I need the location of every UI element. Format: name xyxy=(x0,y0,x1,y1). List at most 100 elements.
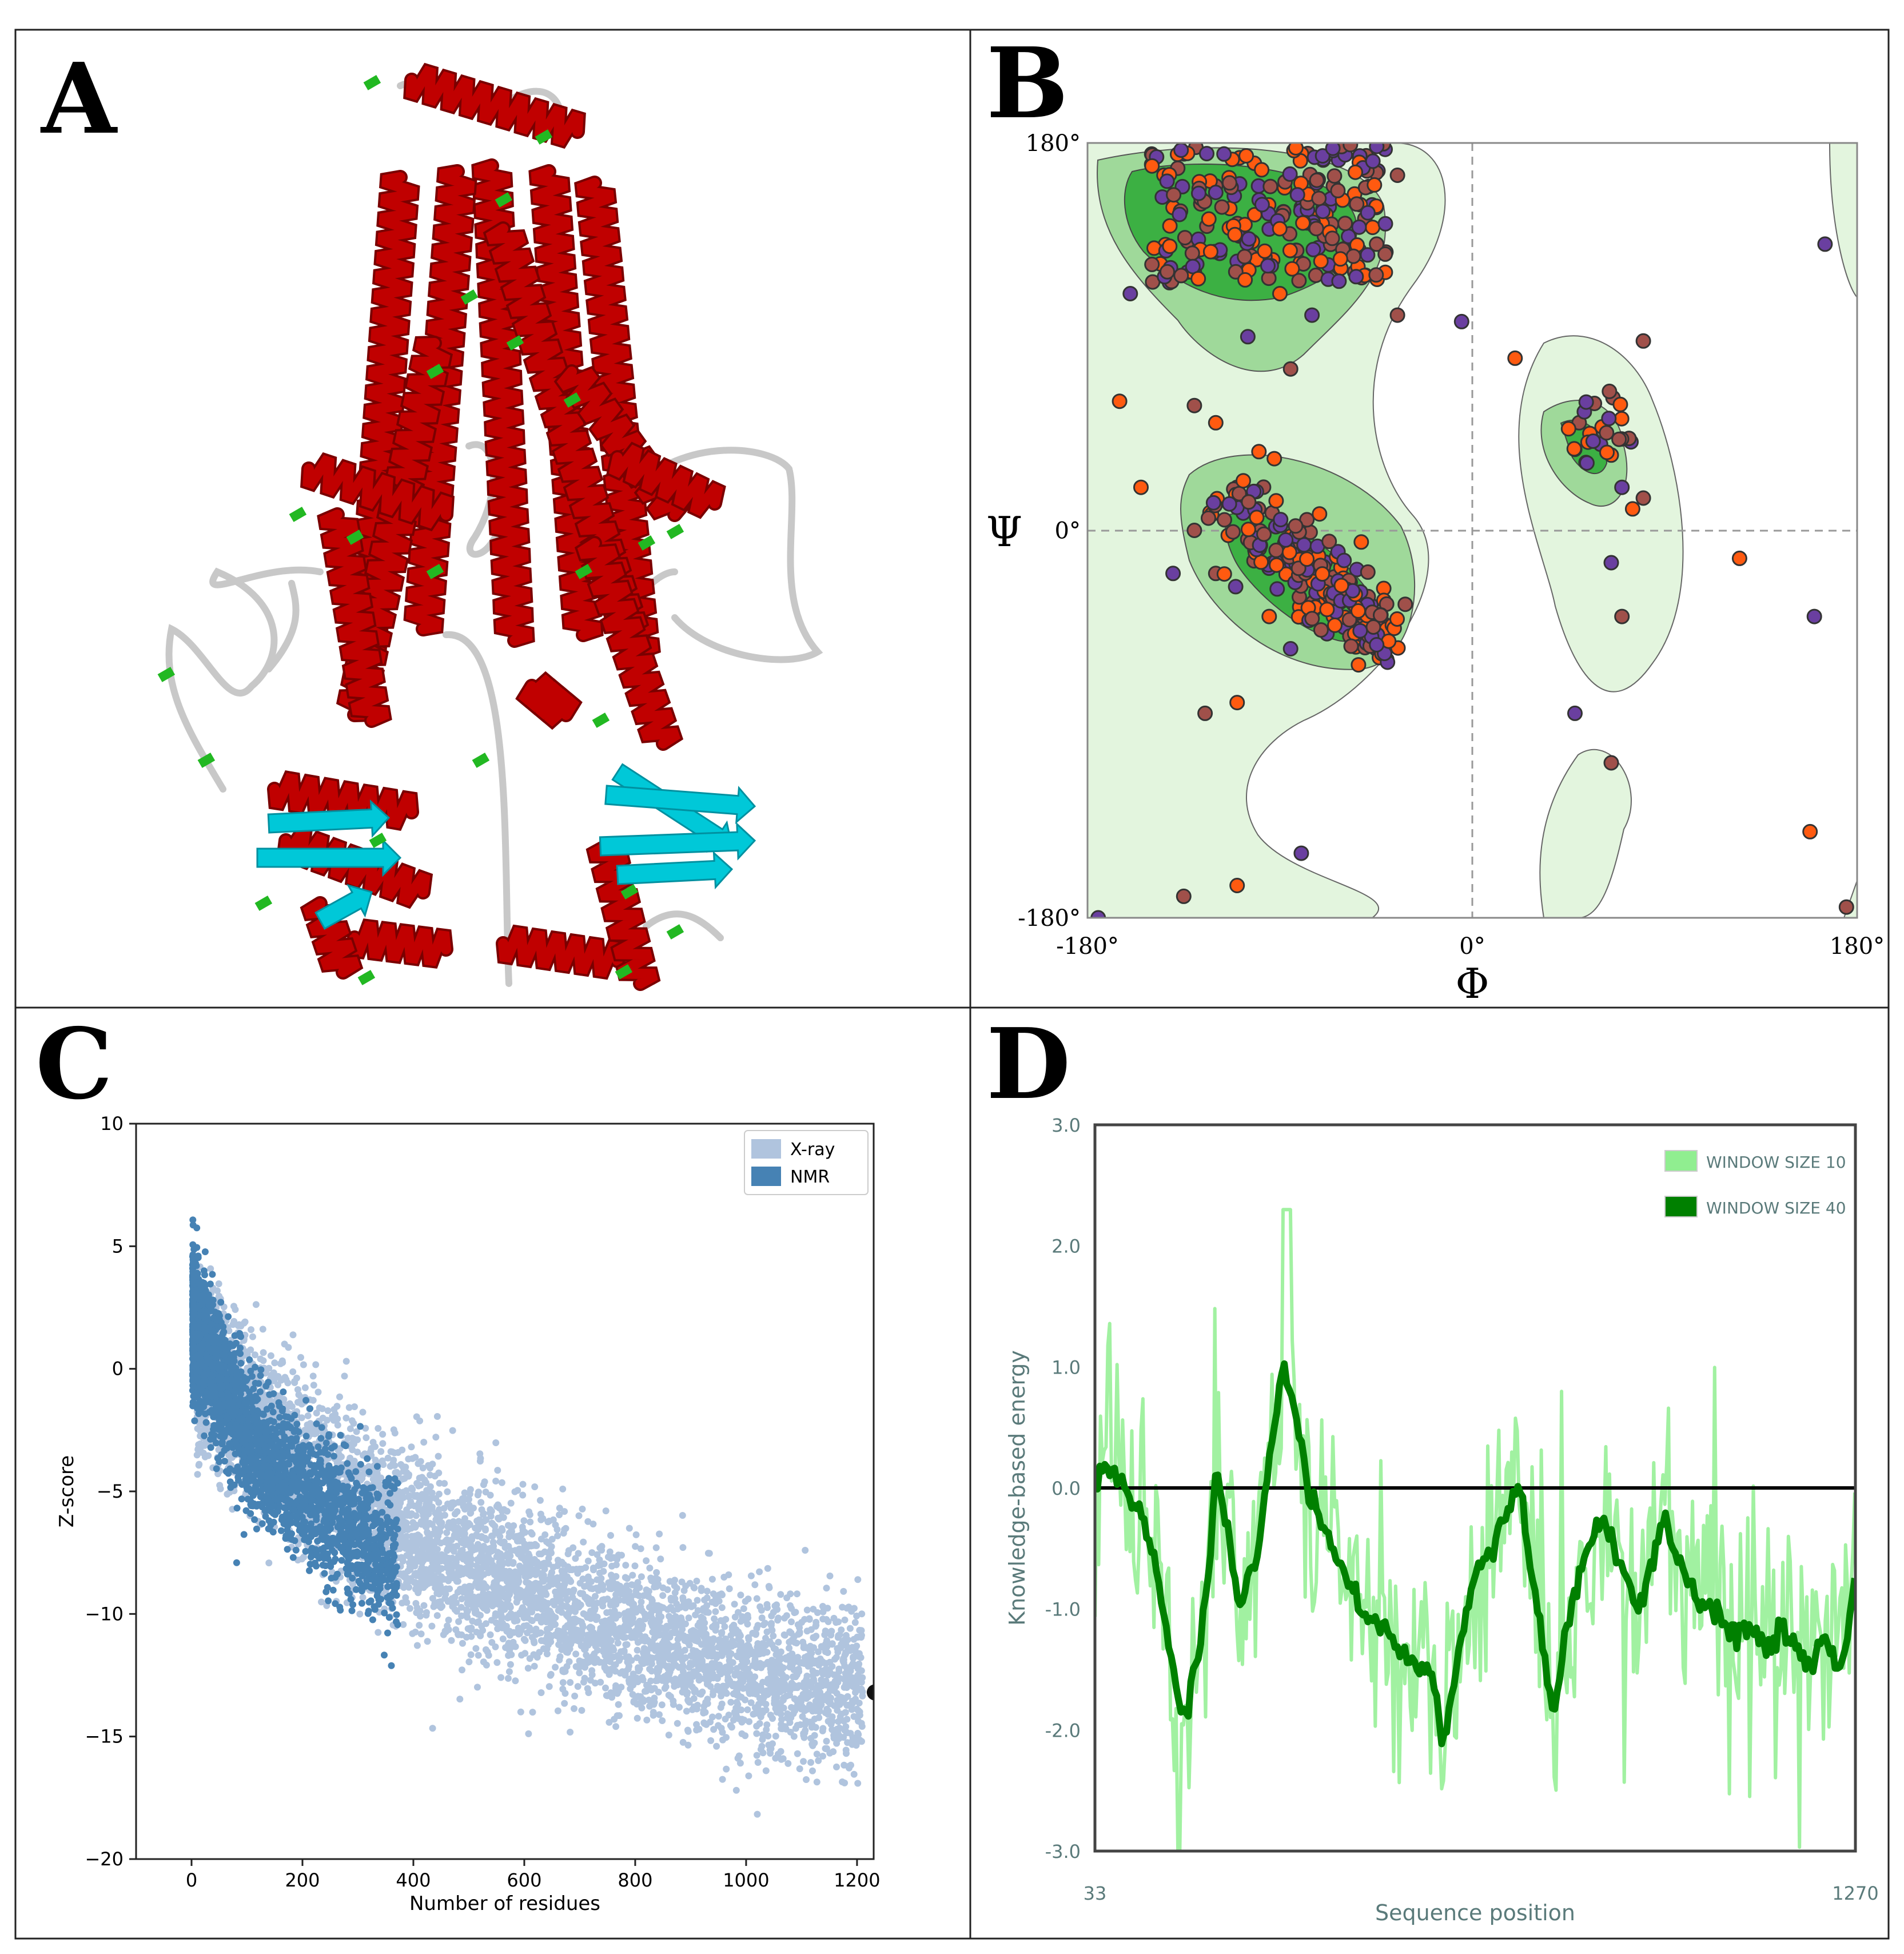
xray-point xyxy=(712,1626,719,1634)
xray-point xyxy=(525,1730,532,1737)
xray-point xyxy=(795,1682,803,1689)
xray-point xyxy=(679,1512,686,1519)
xray-point xyxy=(543,1650,551,1658)
xray-point xyxy=(351,1436,359,1443)
panel-letter-c: C xyxy=(35,1007,113,1121)
rama-point xyxy=(1236,473,1251,489)
rama-y-tick: 0° xyxy=(1055,518,1081,544)
xray-point xyxy=(480,1571,488,1578)
xray-point xyxy=(445,1577,452,1585)
xray-point xyxy=(768,1641,776,1649)
xray-point xyxy=(661,1685,668,1692)
rama-point xyxy=(1273,512,1289,528)
xray-point xyxy=(234,1322,242,1330)
alpha-helix xyxy=(585,839,661,991)
xray-point xyxy=(493,1659,501,1666)
xray-point xyxy=(756,1568,763,1575)
xray-point xyxy=(545,1576,552,1583)
turn-segment xyxy=(460,289,479,305)
xray-point xyxy=(588,1549,596,1557)
xray-point xyxy=(853,1612,861,1619)
xray-point xyxy=(702,1709,709,1716)
xray-point xyxy=(823,1616,830,1623)
xray-point xyxy=(496,1622,503,1630)
xray-point xyxy=(674,1720,681,1727)
xray-point xyxy=(666,1622,674,1630)
xray-point xyxy=(850,1655,857,1662)
xray-point xyxy=(794,1590,800,1598)
rama-point xyxy=(1802,823,1818,839)
turn-segment xyxy=(575,564,593,579)
xray-point xyxy=(707,1737,715,1744)
xray-point xyxy=(711,1621,718,1629)
rama-point xyxy=(1221,175,1237,191)
xray-point xyxy=(835,1668,843,1676)
xray-point xyxy=(735,1609,742,1616)
xray-point xyxy=(531,1556,538,1563)
rama-point xyxy=(1282,242,1298,258)
xray-point xyxy=(563,1595,570,1602)
xray-point xyxy=(524,1629,531,1637)
xray-point xyxy=(794,1722,801,1729)
xray-point xyxy=(665,1732,672,1739)
xray-point xyxy=(850,1770,858,1778)
xray-point xyxy=(682,1603,690,1611)
rama-point xyxy=(1614,411,1630,427)
xray-point xyxy=(556,1653,564,1660)
xray-point xyxy=(585,1658,593,1666)
xray-point xyxy=(708,1575,716,1583)
xray-point xyxy=(548,1535,556,1543)
xray-point xyxy=(609,1690,616,1697)
xray-point xyxy=(537,1550,545,1558)
xray-point xyxy=(375,1629,382,1636)
rama-point xyxy=(1217,512,1232,528)
xray-point xyxy=(810,1606,817,1613)
xray-point xyxy=(363,1434,370,1442)
rama-point xyxy=(1225,524,1241,540)
xray-point xyxy=(468,1633,475,1640)
xray-point xyxy=(690,1602,697,1609)
xray-point xyxy=(567,1679,574,1686)
xray-point xyxy=(424,1638,431,1645)
rama-point xyxy=(1333,578,1349,594)
xray-point xyxy=(659,1584,667,1591)
xray-point xyxy=(553,1578,561,1585)
xray-point xyxy=(308,1424,316,1432)
beta-strand xyxy=(616,850,734,890)
xray-point xyxy=(467,1651,475,1658)
rama-point xyxy=(1160,264,1175,280)
turn-segment xyxy=(426,364,444,379)
xray-point xyxy=(643,1557,650,1565)
xray-point xyxy=(525,1508,533,1515)
rama-point xyxy=(1560,421,1576,437)
rama-point xyxy=(1377,246,1393,262)
turn-segment xyxy=(254,896,273,911)
xray-point xyxy=(289,1368,297,1375)
xray-point xyxy=(474,1601,481,1608)
alpha-helix xyxy=(317,507,392,728)
xray-point xyxy=(788,1618,795,1626)
xray-point xyxy=(777,1748,784,1755)
rama-point xyxy=(1261,608,1277,624)
xray-point xyxy=(853,1642,861,1650)
alpha-helix xyxy=(300,452,455,532)
rama-point xyxy=(1331,273,1347,289)
rama-point xyxy=(1240,329,1256,345)
xray-point xyxy=(799,1713,806,1720)
xray-point xyxy=(438,1573,445,1581)
xray-point xyxy=(763,1628,771,1635)
xray-point xyxy=(516,1562,523,1570)
rama-point xyxy=(1601,411,1617,427)
xray-point xyxy=(494,1467,501,1474)
rama-point xyxy=(1191,185,1206,201)
xray-point xyxy=(712,1600,719,1607)
xray-point xyxy=(703,1594,711,1602)
xray-point xyxy=(428,1554,435,1561)
xray-point xyxy=(603,1609,611,1616)
xray-point xyxy=(747,1699,755,1706)
xray-point xyxy=(599,1582,607,1590)
xray-point xyxy=(607,1555,615,1562)
rama-point xyxy=(1324,230,1340,246)
rama-points xyxy=(1090,143,1854,918)
rama-point xyxy=(1253,554,1269,570)
